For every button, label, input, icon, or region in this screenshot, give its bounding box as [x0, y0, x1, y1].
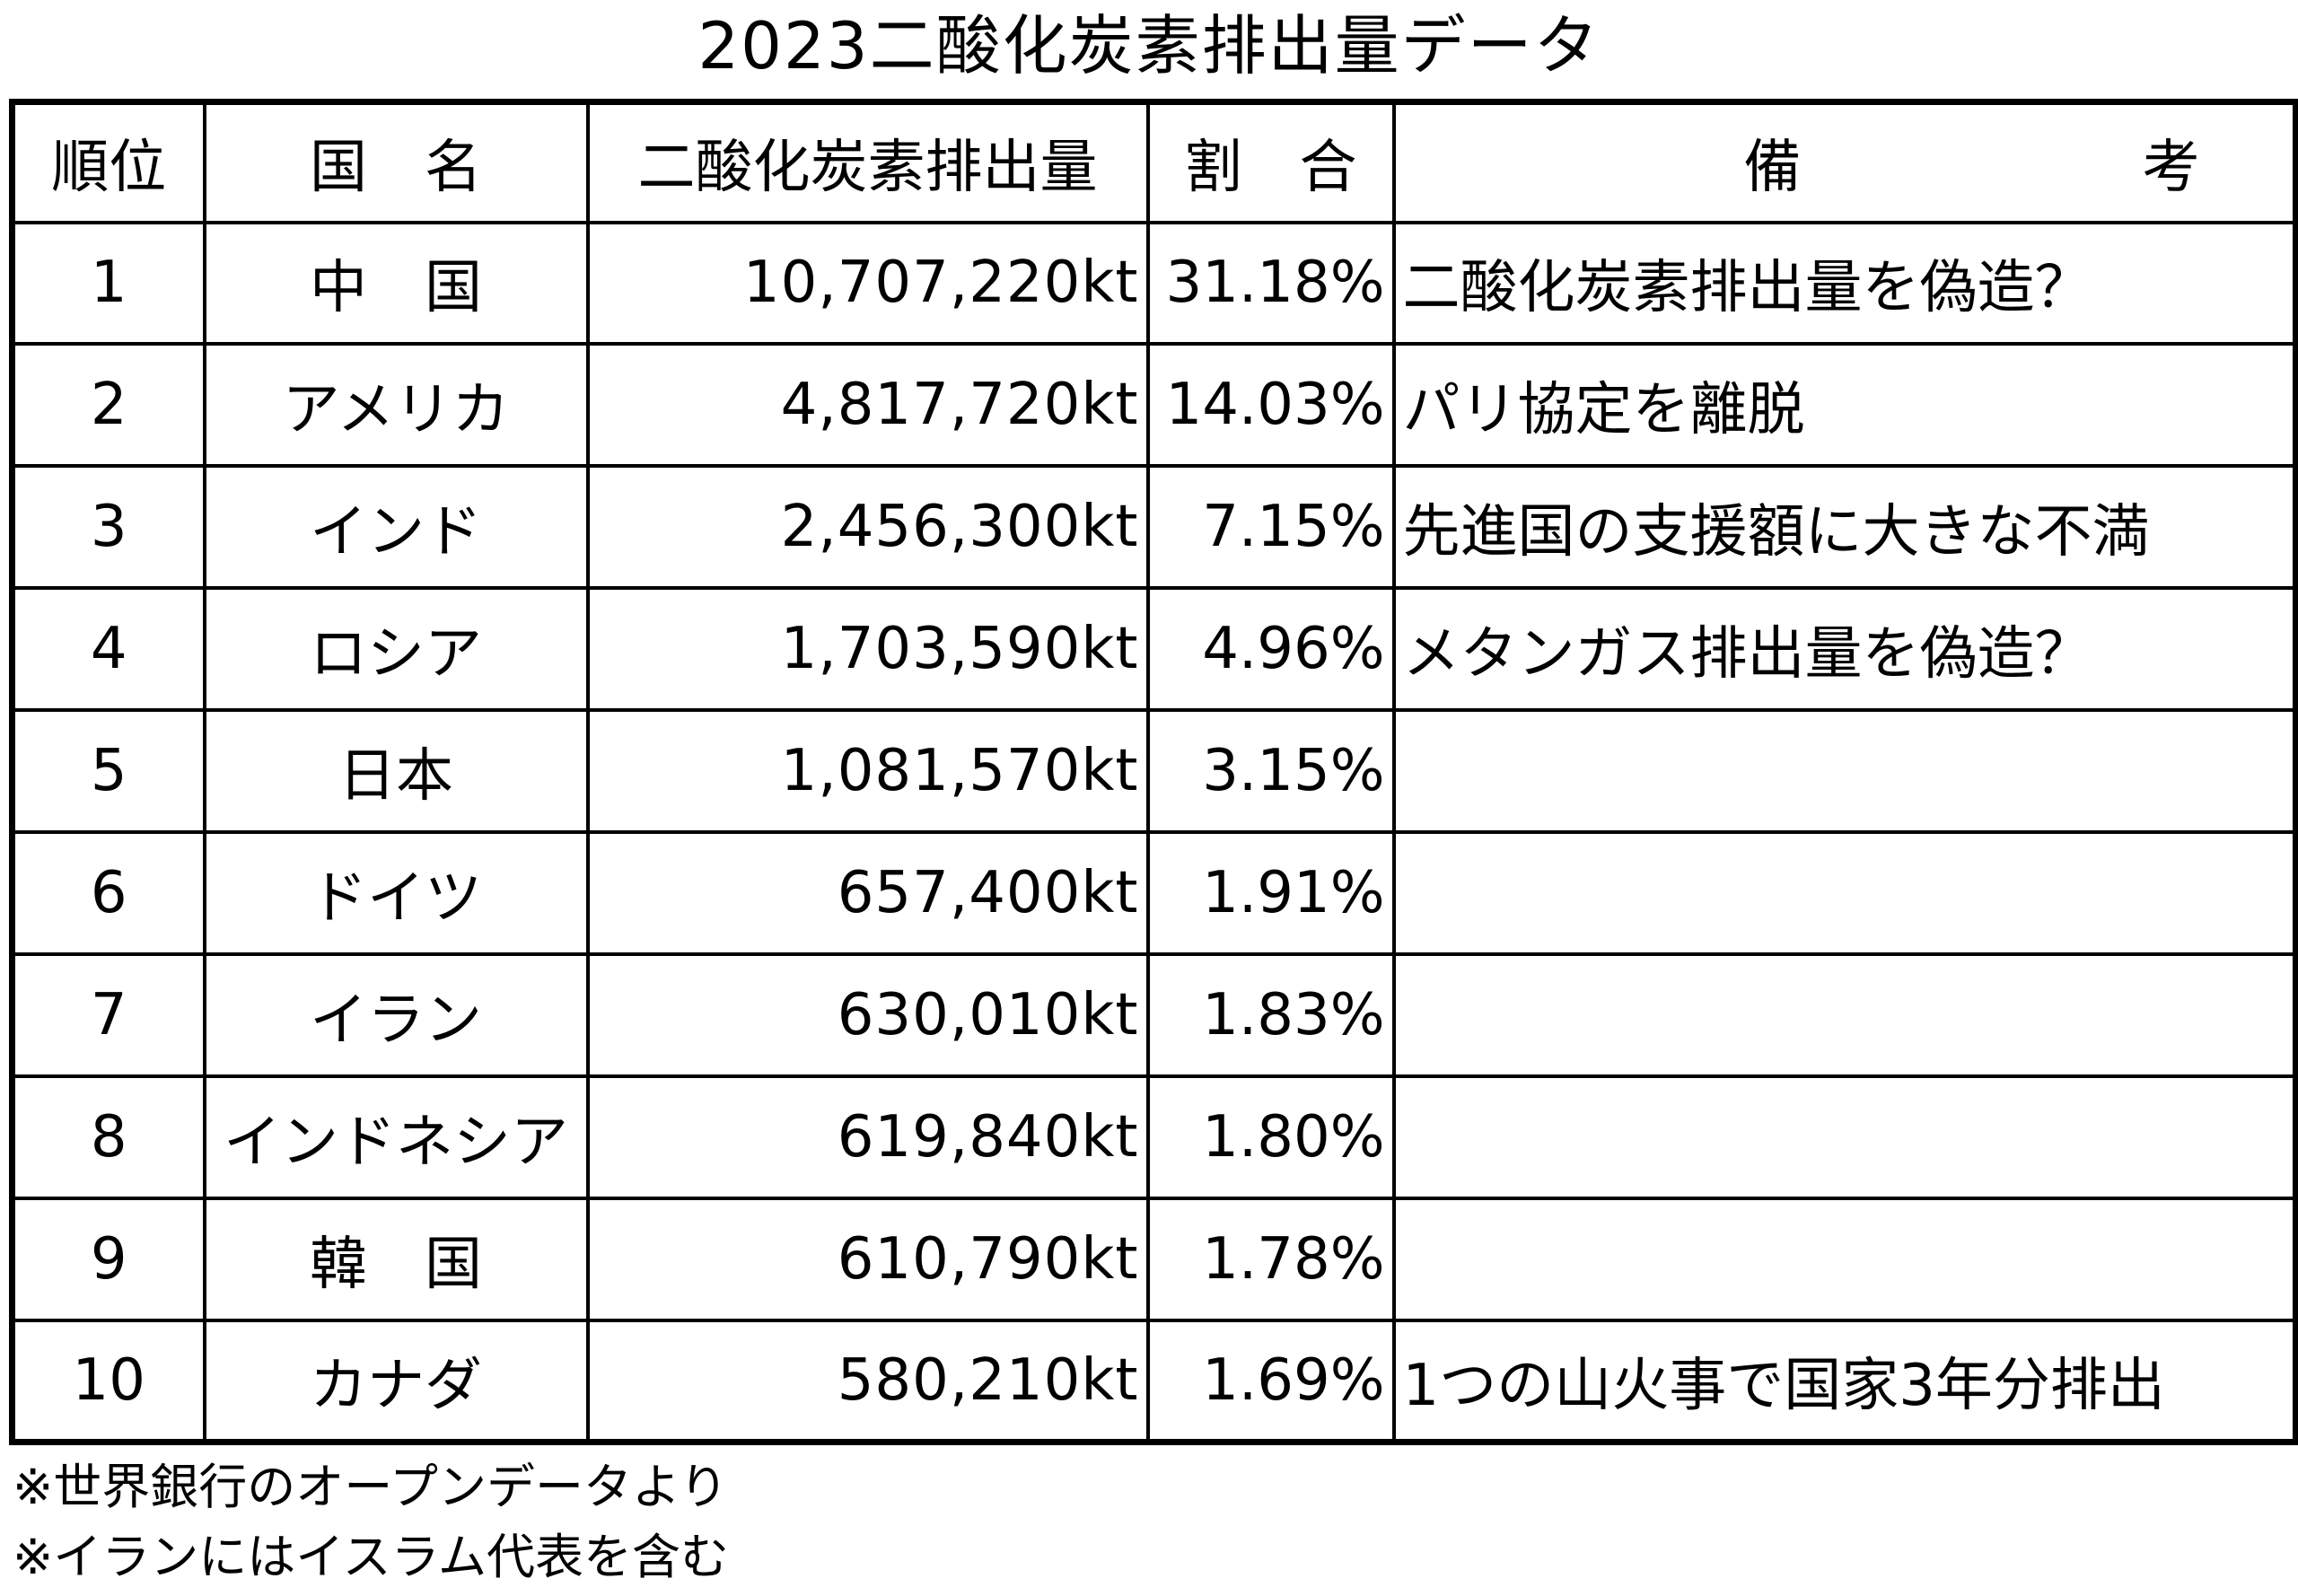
country-cell: インドネシア [202, 1074, 590, 1200]
share-cell: 1.83% [1145, 951, 1396, 1078]
remark-cell [1391, 708, 2298, 834]
emission-cell: 610,790kt [585, 1196, 1150, 1322]
emission-cell: 630,010kt [585, 951, 1150, 1078]
header-country: 国 名 [202, 100, 590, 224]
emission-cell: 580,210kt [585, 1318, 1150, 1444]
remark-cell [1391, 829, 2298, 956]
table-row: 5 日本 1,081,570kt 3.15% [10, 708, 2298, 834]
remark-cell: 1つの山火事で国家3年分排出 [1391, 1318, 2298, 1444]
rank-cell: 7 [10, 951, 206, 1078]
table-row: 10 カナダ 580,210kt 1.69% 1つの山火事で国家3年分排出 [10, 1318, 2298, 1444]
country-cell: 日本 [202, 708, 590, 834]
table-row: 3 インド 2,456,300kt 7.15% 先進国の支援額に大きな不満 [10, 464, 2298, 591]
country-cell: イラン [202, 951, 590, 1078]
remark-cell [1391, 1196, 2298, 1322]
emission-cell: 1,081,570kt [585, 708, 1150, 834]
footnote-source: ※世界銀行のオープンデータより [13, 1459, 728, 1515]
rank-cell: 1 [10, 220, 206, 346]
table-row: 8 インドネシア 619,840kt 1.80% [10, 1074, 2298, 1200]
table-header-row: 順位 国 名 二酸化炭素排出量 割 合 備考 [10, 100, 2298, 224]
rank-cell: 10 [10, 1318, 206, 1444]
rank-cell: 9 [10, 1196, 206, 1322]
emission-cell: 657,400kt [585, 829, 1150, 956]
emissions-table: 順位 国 名 二酸化炭素排出量 割 合 備考 1中 国10,707,220kt3… [9, 99, 2298, 1445]
header-share: 割 合 [1145, 100, 1396, 224]
country-cell: 中 国 [202, 220, 590, 346]
header-emission: 二酸化炭素排出量 [585, 100, 1150, 224]
share-cell: 3.15% [1145, 708, 1396, 834]
share-cell: 14.03% [1145, 342, 1396, 469]
page-title: 2023二酸化炭素排出量データ [697, 8, 1601, 83]
emission-cell: 1,703,590kt [585, 586, 1150, 713]
share-cell: 7.15% [1145, 464, 1396, 591]
remark-cell: 先進国の支援額に大きな不満 [1391, 464, 2298, 591]
emission-cell: 2,456,300kt [585, 464, 1150, 591]
remark-cell: メタンガス排出量を偽造？ [1391, 586, 2298, 713]
header-rank: 順位 [10, 100, 206, 224]
rank-cell: 6 [10, 829, 206, 956]
remark-cell [1391, 951, 2298, 1078]
share-cell: 1.80% [1145, 1074, 1396, 1200]
rank-cell: 8 [10, 1074, 206, 1200]
share-cell: 1.69% [1145, 1318, 1396, 1444]
footnote-iran: ※イランにはイスラム代表を含む [13, 1529, 730, 1585]
share-cell: 4.96% [1145, 586, 1396, 713]
country-cell: カナダ [202, 1318, 590, 1444]
country-cell: インド [202, 464, 590, 591]
share-cell: 1.91% [1145, 829, 1396, 956]
remark-cell: 二酸化炭素排出量を偽造？ [1391, 220, 2298, 346]
emission-cell: 619,840kt [585, 1074, 1150, 1200]
table-row: 2 アメリカ 4,817,720kt 14.03% パリ協定を離脱 [10, 342, 2298, 469]
share-cell: 1.78% [1145, 1196, 1396, 1322]
table-row: 7 イラン 630,010kt 1.83% [10, 951, 2298, 1078]
table-row: 4 ロシア 1,703,590kt 4.96% メタンガス排出量を偽造？ [10, 586, 2298, 713]
emission-cell: 10,707,220kt [585, 220, 1150, 346]
footnotes: ※世界銀行のオープンデータより ※イランにはイスラム代表を含む [13, 1452, 729, 1592]
country-cell: ドイツ [202, 829, 590, 956]
country-cell: アメリカ [202, 342, 590, 469]
rank-cell: 5 [10, 708, 206, 834]
share-cell: 31.18% [1145, 220, 1396, 346]
country-cell: ロシア [202, 586, 590, 713]
rank-cell: 4 [10, 586, 206, 713]
header-remarks: 備考 [1391, 100, 2298, 224]
country-cell: 韓 国 [202, 1196, 590, 1322]
table-row: 6 ドイツ 657,400kt 1.91% [10, 829, 2298, 956]
remark-cell: パリ協定を離脱 [1391, 342, 2298, 469]
remark-cell [1391, 1074, 2298, 1200]
rank-cell: 3 [10, 464, 206, 591]
rank-cell: 2 [10, 342, 206, 469]
emission-cell: 4,817,720kt [585, 342, 1150, 469]
